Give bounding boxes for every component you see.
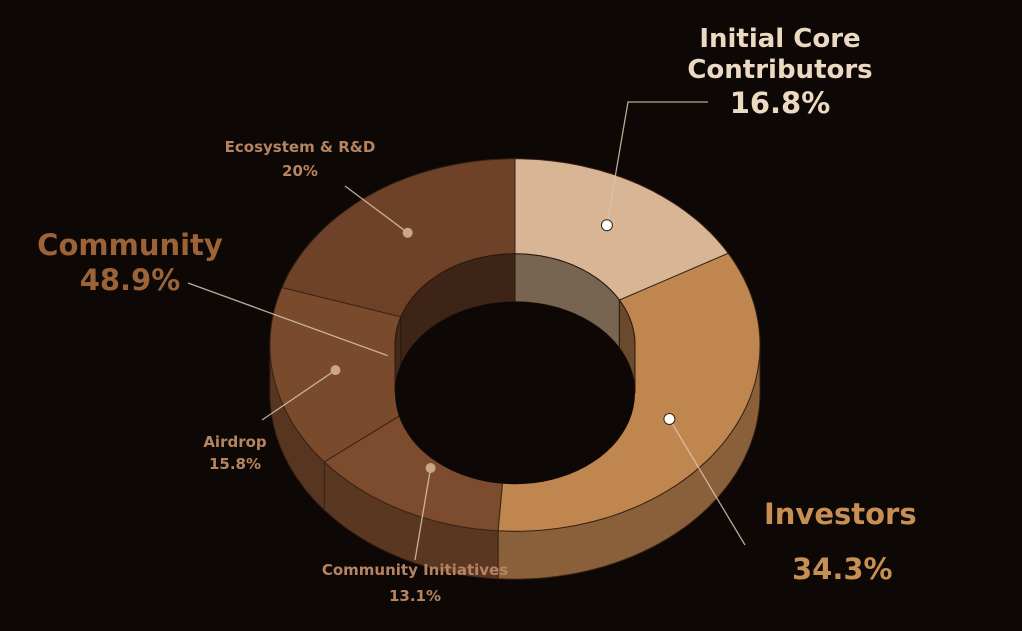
leader-airdrop — [261, 369, 336, 421]
icc-label-line1: Initial Core — [699, 24, 861, 54]
community-label: Community 48.9% — [30, 228, 230, 298]
icc-pct: 16.8% — [729, 86, 831, 121]
marker-community-initiatives — [425, 463, 436, 473]
airdrop-pct: 15.8% — [208, 455, 262, 473]
marker-airdrop — [330, 365, 341, 376]
community-name: Community — [37, 228, 223, 262]
eco-pct: 20% — [282, 162, 318, 180]
icc-label: Initial Core Contributors 16.8% — [680, 24, 880, 121]
donut-hole — [395, 301, 635, 485]
inner-wall-investors — [618, 298, 636, 393]
ring-group — [269, 158, 761, 580]
leader-initial-core-contributors — [606, 101, 708, 226]
icc-label-line2: Contributors — [687, 55, 873, 86]
ci-label: Community Initiatives 13.1% — [300, 561, 530, 605]
leader-community-initiatives — [414, 467, 432, 561]
leader-investors — [668, 418, 746, 546]
eco-label: Ecosystem & R&D 20% — [200, 138, 400, 180]
marker-initial-core-contributors — [600, 219, 613, 232]
leader-ecosystem-r-d — [344, 185, 409, 234]
leader-community — [187, 282, 389, 357]
airdrop-label: Airdrop 15.8% — [165, 433, 305, 473]
leader-lines — [187, 101, 746, 561]
investors-label: Investors — [764, 497, 917, 531]
eco-name: Ecosystem & R&D — [224, 138, 376, 156]
ci-pct: 13.1% — [388, 587, 442, 605]
investors-pct: 34.3% — [792, 552, 893, 586]
marker-ecosystem-r-d — [402, 227, 413, 238]
community-pct: 48.9% — [79, 262, 181, 297]
ci-name: Community Initiatives — [321, 561, 509, 579]
marker-investors — [663, 413, 676, 425]
airdrop-name: Airdrop — [203, 433, 267, 451]
